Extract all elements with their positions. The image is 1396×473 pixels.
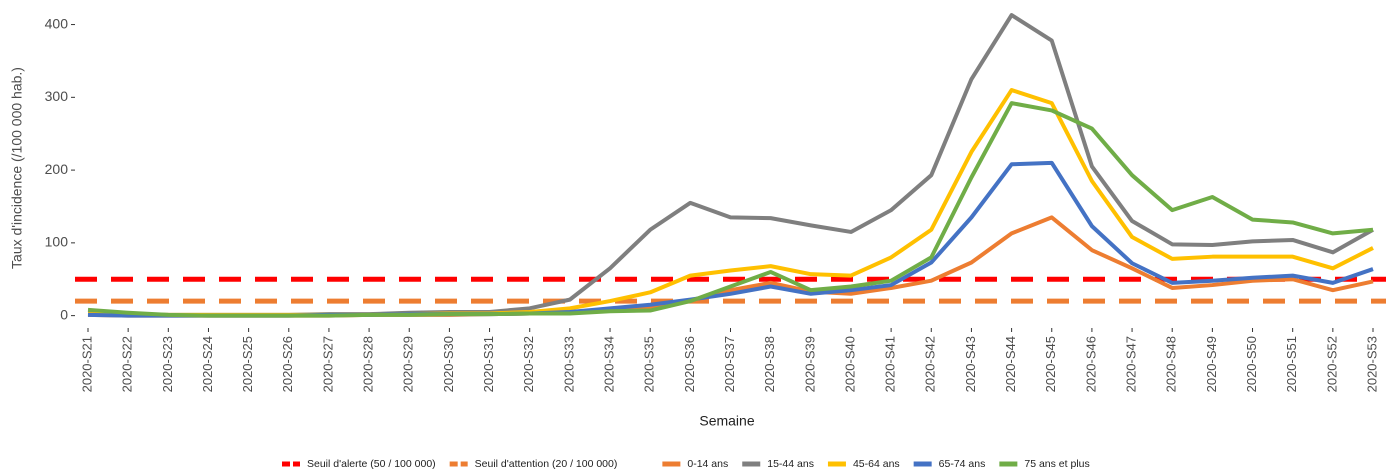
x-tick-label: 2020-S28	[361, 336, 376, 392]
y-tick-label: 0	[60, 306, 68, 322]
x-tick-label: 2020-S51	[1284, 336, 1299, 392]
x-tick-label: 2020-S40	[842, 336, 857, 392]
x-tick-label: 2020-S38	[762, 336, 777, 392]
x-tick-label: 2020-S25	[240, 336, 255, 392]
x-tick-label: 2020-S23	[160, 336, 175, 392]
x-tick-label: 2020-S31	[481, 336, 496, 392]
x-tick-label: 2020-S53	[1364, 336, 1379, 392]
x-tick-label: 2020-S30	[441, 336, 456, 392]
x-tick-label: 2020-S27	[320, 336, 335, 392]
x-tick-label: 2020-S44	[1003, 336, 1018, 392]
x-tick-label: 2020-S37	[722, 336, 737, 392]
x-tick-label: 2020-S34	[601, 336, 616, 392]
x-tick-label: 2020-S49	[1204, 336, 1219, 392]
x-tick-label: 2020-S29	[401, 336, 416, 392]
x-tick-label: 2020-S50	[1244, 336, 1259, 392]
series-line	[87, 160, 1374, 318]
y-tick-label: 100	[45, 234, 69, 250]
x-tick-label: 2020-S45	[1043, 336, 1058, 392]
x-axis-title: Semaine	[699, 413, 754, 429]
legend-label: 0-14 ans	[687, 458, 728, 470]
x-tick-label: 2020-S22	[120, 336, 135, 392]
x-tick-label: 2020-S43	[963, 336, 978, 392]
legend-label: 65-74 ans	[939, 458, 986, 470]
legend-label: 15-44 ans	[767, 458, 814, 470]
x-tick-label: 2020-S48	[1164, 336, 1179, 392]
x-tick-label: 2020-S35	[642, 336, 657, 392]
x-tick-label: 2020-S24	[200, 336, 215, 392]
x-tick-label: 2020-S26	[280, 336, 295, 392]
x-tick-label: 2020-S36	[682, 336, 697, 392]
x-tick-label: 2020-S33	[561, 336, 576, 392]
y-tick-label: 300	[45, 88, 69, 104]
x-tick-label: 2020-S42	[923, 336, 938, 392]
legend-label: 45-64 ans	[853, 458, 900, 470]
x-tick-label: 2020-S41	[883, 336, 898, 392]
x-tick-label: 2020-S47	[1124, 336, 1139, 392]
x-tick-label: 2020-S52	[1324, 336, 1339, 392]
x-tick-label: 2020-S46	[1083, 336, 1098, 392]
x-tick-label: 2020-S21	[79, 336, 94, 392]
legend-label: Seuil d'attention (20 / 100 000)	[475, 458, 618, 470]
y-tick-label: 400	[45, 15, 69, 31]
y-axis-title: Taux d'incidence (/100 000 hab.)	[9, 67, 25, 269]
legend-label: Seuil d'alerte (50 / 100 000)	[307, 458, 436, 470]
x-tick-label: 2020-S32	[521, 336, 536, 392]
legend-label: 75 ans et plus	[1024, 458, 1089, 470]
x-tick-label: 2020-S39	[802, 336, 817, 392]
y-tick-label: 200	[45, 161, 69, 177]
series-line	[87, 101, 1374, 318]
